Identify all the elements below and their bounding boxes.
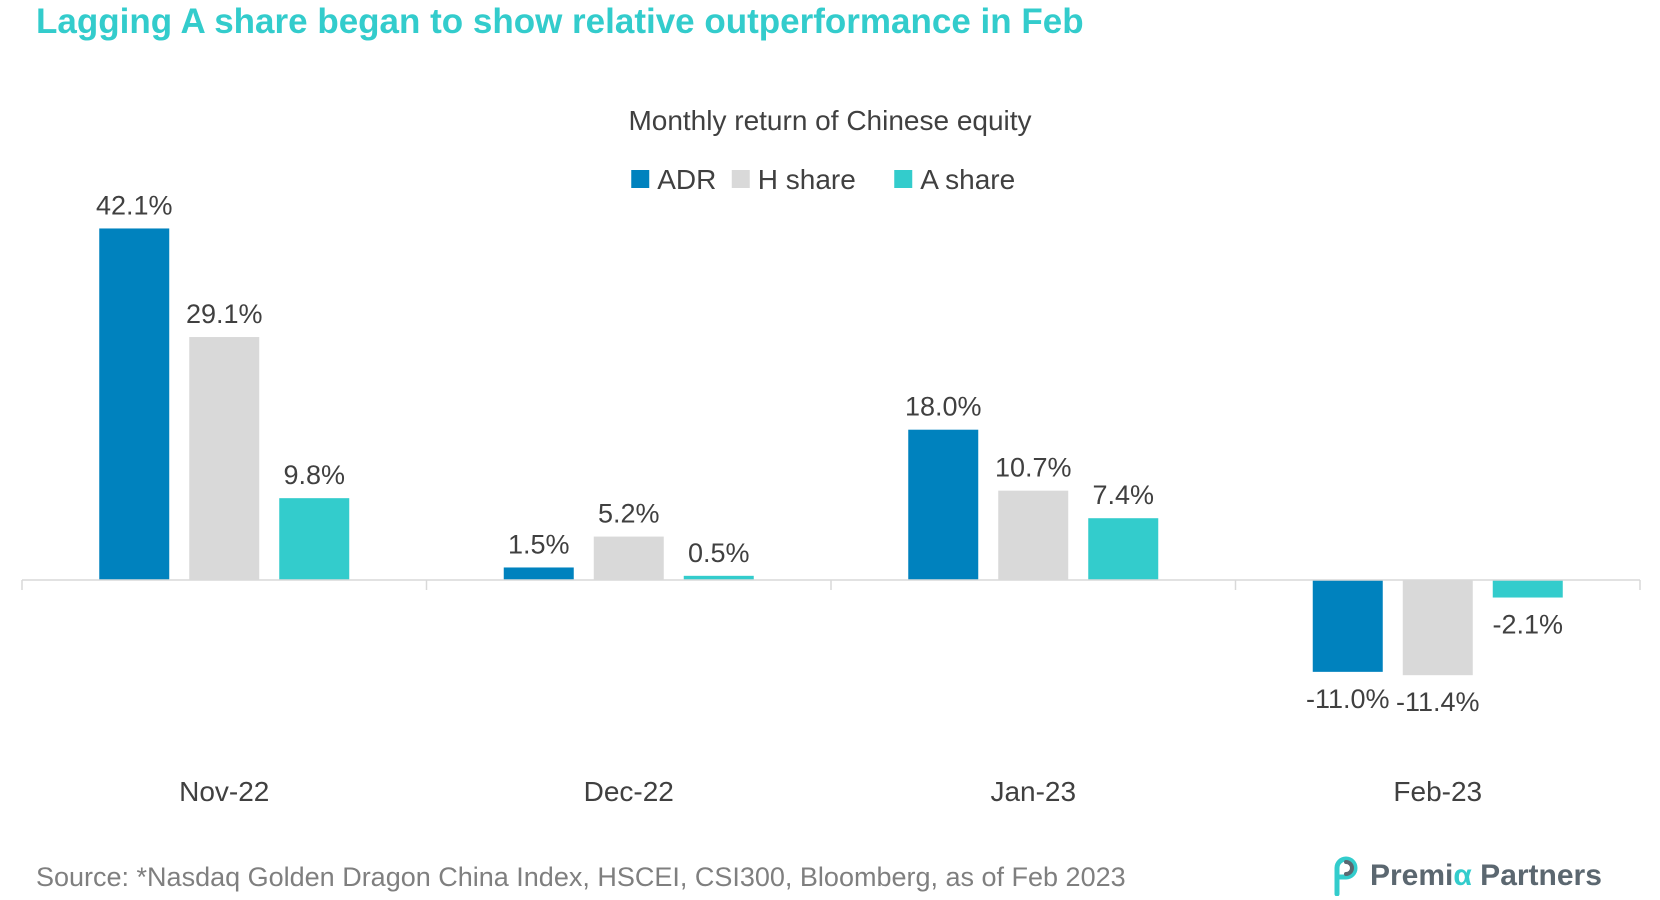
source-note: Source: *Nasdaq Golden Dragon China Inde… bbox=[36, 862, 1126, 892]
chart-title: Monthly return of Chinese equity bbox=[628, 105, 1031, 136]
headline: Lagging A share began to show relative o… bbox=[36, 2, 1084, 41]
bar-h-share-dec-22 bbox=[593, 536, 664, 580]
bar-a-share-dec-22 bbox=[683, 575, 754, 580]
data-label-a-share-jan-23: 7.4% bbox=[1092, 480, 1154, 510]
data-label-adr-nov-22: 42.1% bbox=[96, 190, 173, 220]
data-label-adr-dec-22: 1.5% bbox=[508, 529, 570, 559]
data-label-h-share-dec-22: 5.2% bbox=[598, 499, 660, 529]
bar-h-share-nov-22 bbox=[189, 337, 260, 580]
chart-bars bbox=[99, 228, 1563, 676]
bar-a-share-feb-23 bbox=[1492, 580, 1563, 598]
x-tick-label-dec-22: Dec-22 bbox=[584, 776, 674, 807]
premia-p-logo-icon bbox=[1334, 856, 1358, 896]
data-label-adr-jan-23: 18.0% bbox=[905, 392, 982, 422]
legend-label-adr: ADR bbox=[657, 164, 716, 195]
data-label-adr-feb-23: -11.0% bbox=[1306, 684, 1390, 714]
chart-data-labels: 42.1% 29.1% 9.8% 1.5% 5.2% 0.5% 18.0% 10.7% 7.4%… bbox=[96, 190, 1563, 717]
bar-chart: ADR H share A share 42.1% 29.1% 9.8% 1.5% 5.2%… bbox=[21, 105, 1641, 807]
legend-swatch-a-share bbox=[894, 170, 913, 188]
data-label-h-share-jan-23: 10.7% bbox=[995, 453, 1072, 483]
data-label-a-share-dec-22: 0.5% bbox=[688, 538, 750, 568]
logo-text: Premiα Partners bbox=[1370, 859, 1602, 892]
bar-adr-jan-23 bbox=[908, 429, 979, 580]
chart-axis: Nov-22 Dec-22 Jan-23 Feb-23 bbox=[21, 579, 1641, 807]
x-tick-label-nov-22: Nov-22 bbox=[179, 776, 269, 807]
bar-adr-feb-23 bbox=[1312, 580, 1383, 672]
legend-swatch-adr bbox=[631, 170, 650, 188]
bar-h-share-jan-23 bbox=[998, 490, 1069, 580]
x-tick-label-jan-23: Jan-23 bbox=[990, 776, 1076, 807]
premia-partners-logo: Premiα Partners bbox=[1328, 856, 1602, 896]
bar-a-share-nov-22 bbox=[279, 498, 350, 580]
bar-h-share-feb-23 bbox=[1402, 580, 1473, 676]
legend-label-h-share: H share bbox=[758, 164, 856, 195]
chart-legend: ADR H share A share bbox=[631, 164, 1015, 195]
data-label-h-share-feb-23: -11.4% bbox=[1396, 687, 1480, 717]
bar-a-share-jan-23 bbox=[1088, 518, 1159, 580]
legend-swatch-h-share bbox=[731, 170, 750, 188]
x-tick-label-feb-23: Feb-23 bbox=[1393, 776, 1482, 807]
data-label-a-share-feb-23: -2.1% bbox=[1492, 610, 1563, 640]
bar-adr-nov-22 bbox=[99, 228, 170, 580]
legend-label-a-share: A share bbox=[920, 164, 1015, 195]
bar-adr-dec-22 bbox=[503, 567, 574, 580]
data-label-a-share-nov-22: 9.8% bbox=[283, 460, 345, 490]
data-label-h-share-nov-22: 29.1% bbox=[186, 299, 263, 329]
